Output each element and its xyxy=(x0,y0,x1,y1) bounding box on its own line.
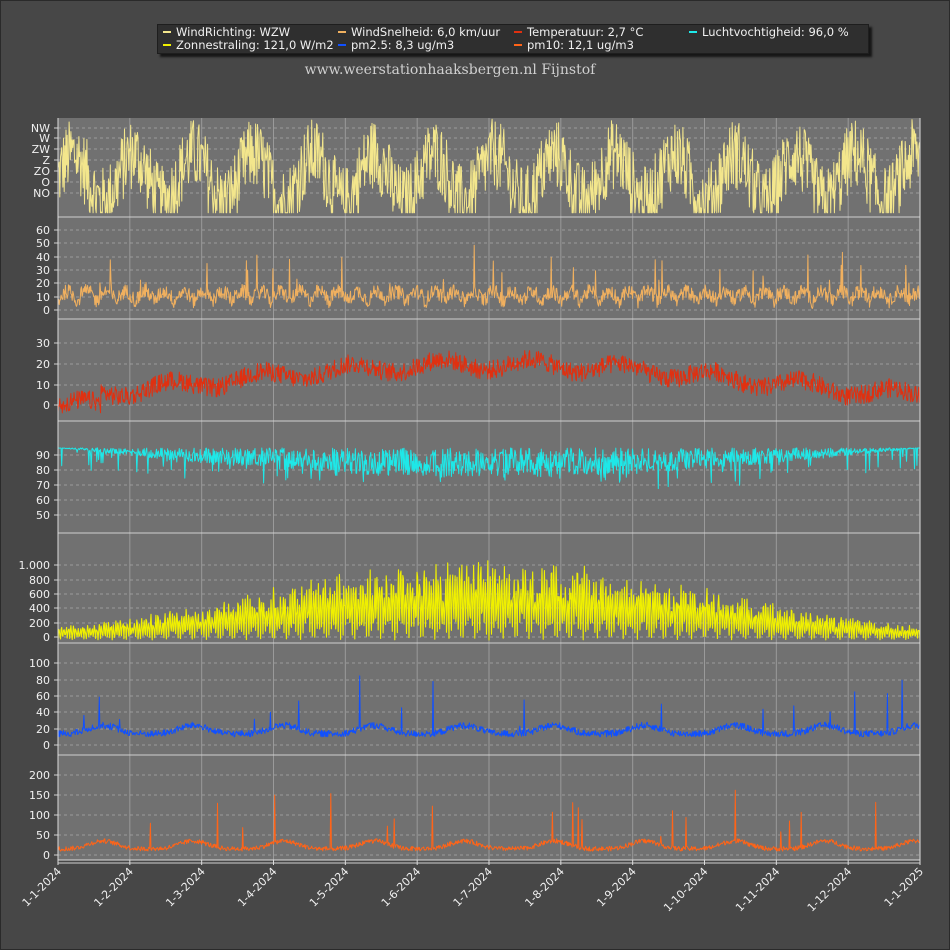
series-line-3 xyxy=(57,447,921,490)
y-tick-label: 50 xyxy=(36,829,50,842)
x-tick-label: 1-7-2024 xyxy=(451,865,496,910)
legend-label: pm10: 12,1 ug/m3 xyxy=(527,38,634,52)
y-tick-label: 600 xyxy=(29,588,50,601)
legend-item: WindRichting: WZW xyxy=(163,25,290,39)
x-tick-label: 1-4-2024 xyxy=(235,865,280,910)
y-tick-label: 50 xyxy=(36,509,50,522)
y-tick-label: 30 xyxy=(36,264,50,277)
y-tick-label: W xyxy=(39,132,50,145)
y-tick-label: 60 xyxy=(36,494,50,507)
y-tick-label: 20 xyxy=(36,723,50,736)
y-tick-label: 60 xyxy=(36,224,50,237)
x-tick-label: 1-12-2024 xyxy=(805,865,854,914)
y-tick-label: 400 xyxy=(29,602,50,615)
y-tick-label: 100 xyxy=(29,657,50,670)
y-tick-label: 80 xyxy=(36,674,50,687)
series-line-2 xyxy=(57,350,921,414)
y-tick-label: 200 xyxy=(29,769,50,782)
series-line-0 xyxy=(57,118,921,214)
y-tick-label: Z xyxy=(42,154,50,167)
legend-item: pm10: 12,1 ug/m3 xyxy=(514,38,634,52)
y-tick-label: 1.000 xyxy=(19,559,51,572)
y-tick-label: ZO xyxy=(34,165,51,178)
y-tick-label: 0 xyxy=(43,849,50,862)
legend-label: WindRichting: WZW xyxy=(176,25,291,39)
y-tick-label: 60 xyxy=(36,690,50,703)
y-tick-label: 800 xyxy=(29,574,50,587)
legend-swatch xyxy=(163,43,171,46)
legend-swatch xyxy=(163,30,171,33)
chart-site-title: www.weerstationhaaksbergen.nl Fijnstof xyxy=(304,62,596,78)
legend-item: pm2.5: 8,3 ug/m3 xyxy=(338,38,454,52)
y-tick-label: NO xyxy=(33,187,50,200)
y-tick-label: 0 xyxy=(43,631,50,644)
series-line-5 xyxy=(57,675,921,738)
y-tick-label: 30 xyxy=(36,337,50,350)
legend-item: Temperatuur: 2,7 °C xyxy=(514,25,643,39)
chart-legend: WindRichting: WZW WindSnelheid: 6,0 km/uu… xyxy=(157,24,869,54)
x-tick-label: 1-11-2024 xyxy=(733,865,782,914)
legend-swatch xyxy=(338,30,346,33)
legend-swatch xyxy=(514,30,522,33)
x-tick-label: 1-5-2024 xyxy=(307,865,352,910)
y-tick-label: 40 xyxy=(36,706,50,719)
x-tick-label: 1-1-2024 xyxy=(20,865,65,910)
x-tick-label: 1-8-2024 xyxy=(522,865,567,910)
legend-label: Luchtvochtigheid: 96,0 % xyxy=(702,25,849,39)
series-line-1 xyxy=(57,244,921,309)
y-tick-label: O xyxy=(41,176,50,189)
legend-label: WindSnelheid: 6,0 km/uur xyxy=(351,25,501,39)
y-tick-label: 0 xyxy=(43,304,50,317)
x-tick-label: 1-6-2024 xyxy=(379,865,424,910)
x-tick-label: 1-3-2024 xyxy=(163,865,208,910)
y-tick-label: 0 xyxy=(43,399,50,412)
y-tick-label: 100 xyxy=(29,809,50,822)
y-tick-label: 20 xyxy=(36,358,50,371)
legend-item: Zonnestraling: 121,0 W/m2 xyxy=(163,38,334,52)
series-line-4 xyxy=(57,560,921,641)
y-tick-label: ZW xyxy=(32,143,51,156)
x-tick-label: 1-9-2024 xyxy=(594,865,639,910)
y-tick-label: 70 xyxy=(36,479,50,492)
y-tick-label: 80 xyxy=(36,464,50,477)
y-tick-label: 90 xyxy=(36,449,50,462)
y-tick-label: 20 xyxy=(36,277,50,290)
y-tick-label: 0 xyxy=(43,739,50,752)
y-tick-label: 200 xyxy=(29,617,50,630)
y-tick-label: 50 xyxy=(36,237,50,250)
legend-item: Luchtvochtigheid: 96,0 % xyxy=(689,25,849,39)
legend-label: Zonnestraling: 121,0 W/m2 xyxy=(176,38,334,52)
legend-label: Temperatuur: 2,7 °C xyxy=(527,25,644,39)
series-line-6 xyxy=(57,789,921,852)
x-tick-label: 1-1-2025 xyxy=(882,865,927,910)
y-tick-label: 40 xyxy=(36,251,50,264)
legend-item: WindSnelheid: 6,0 km/uur xyxy=(338,25,500,39)
y-tick-label: NW xyxy=(31,122,50,135)
y-tick-label: 10 xyxy=(36,291,50,304)
x-tick-label: 1-10-2024 xyxy=(661,865,710,914)
y-tick-label: 150 xyxy=(29,789,50,802)
legend-label: pm2.5: 8,3 ug/m3 xyxy=(351,38,455,52)
legend-swatch xyxy=(689,30,697,33)
legend-swatch xyxy=(514,43,522,46)
x-tick-label: 1-2-2024 xyxy=(91,865,136,910)
legend-swatch xyxy=(338,43,346,46)
y-tick-label: 10 xyxy=(36,379,50,392)
